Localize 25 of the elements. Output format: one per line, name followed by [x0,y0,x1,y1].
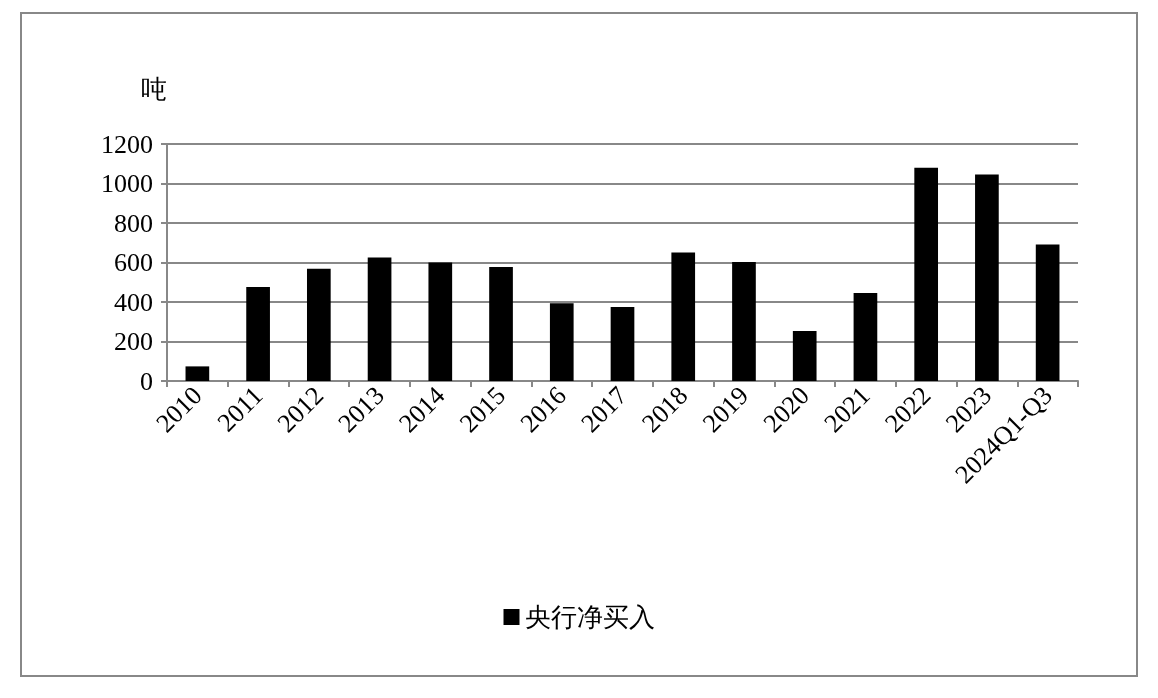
y-tick-label: 1000 [101,169,153,198]
y-tick-label: 1200 [101,129,153,159]
bar [549,303,574,381]
bar [610,306,635,381]
bar [792,331,817,381]
y-tick-label: 0 [140,366,153,396]
y-tick-label: 400 [114,287,153,317]
bar [671,252,696,381]
bar [975,174,999,381]
bar [306,268,331,381]
y-axis-title: 吨 [141,74,167,104]
y-tick-label: 600 [114,248,153,277]
bar [367,257,392,381]
bar [185,366,210,381]
y-tick-label: 800 [114,208,153,238]
bar [1035,244,1060,381]
bar [246,286,270,381]
bar [914,167,939,381]
x-tick-label: 2011 [211,380,269,438]
bar [428,262,453,381]
bar [489,267,513,381]
y-tick-label: 200 [114,327,153,356]
legend-label: 央行净买入 [524,602,655,632]
bar [732,261,756,381]
bar [853,293,878,381]
